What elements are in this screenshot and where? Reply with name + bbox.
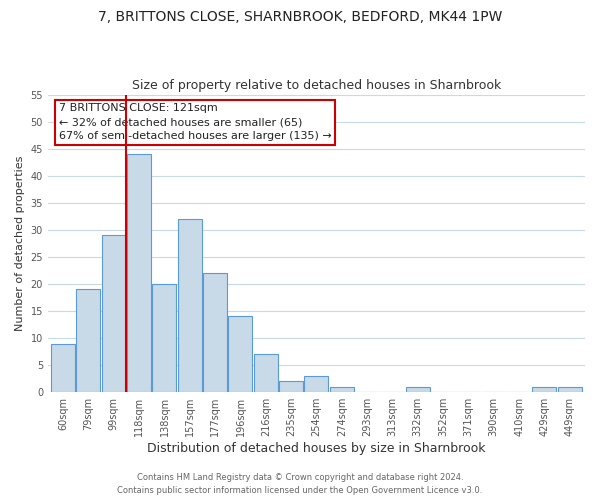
Bar [76,290,100,392]
Text: 7, BRITTONS CLOSE, SHARNBROOK, BEDFORD, MK44 1PW: 7, BRITTONS CLOSE, SHARNBROOK, BEDFORD, … [98,10,502,24]
Bar [406,387,430,392]
Bar [330,387,354,392]
Bar [102,236,126,392]
Text: Contains HM Land Registry data © Crown copyright and database right 2024.
Contai: Contains HM Land Registry data © Crown c… [118,474,482,495]
Bar [152,284,176,392]
Bar [229,316,253,392]
Text: 7 BRITTONS CLOSE: 121sqm
← 32% of detached houses are smaller (65)
67% of semi-d: 7 BRITTONS CLOSE: 121sqm ← 32% of detach… [59,104,331,142]
Bar [532,387,556,392]
Y-axis label: Number of detached properties: Number of detached properties [15,156,25,331]
Bar [178,219,202,392]
Bar [254,354,278,392]
Bar [51,344,75,392]
Title: Size of property relative to detached houses in Sharnbrook: Size of property relative to detached ho… [132,79,501,92]
Bar [127,154,151,392]
Bar [203,273,227,392]
Bar [558,387,582,392]
Bar [304,376,328,392]
X-axis label: Distribution of detached houses by size in Sharnbrook: Distribution of detached houses by size … [147,442,486,455]
Bar [279,382,303,392]
